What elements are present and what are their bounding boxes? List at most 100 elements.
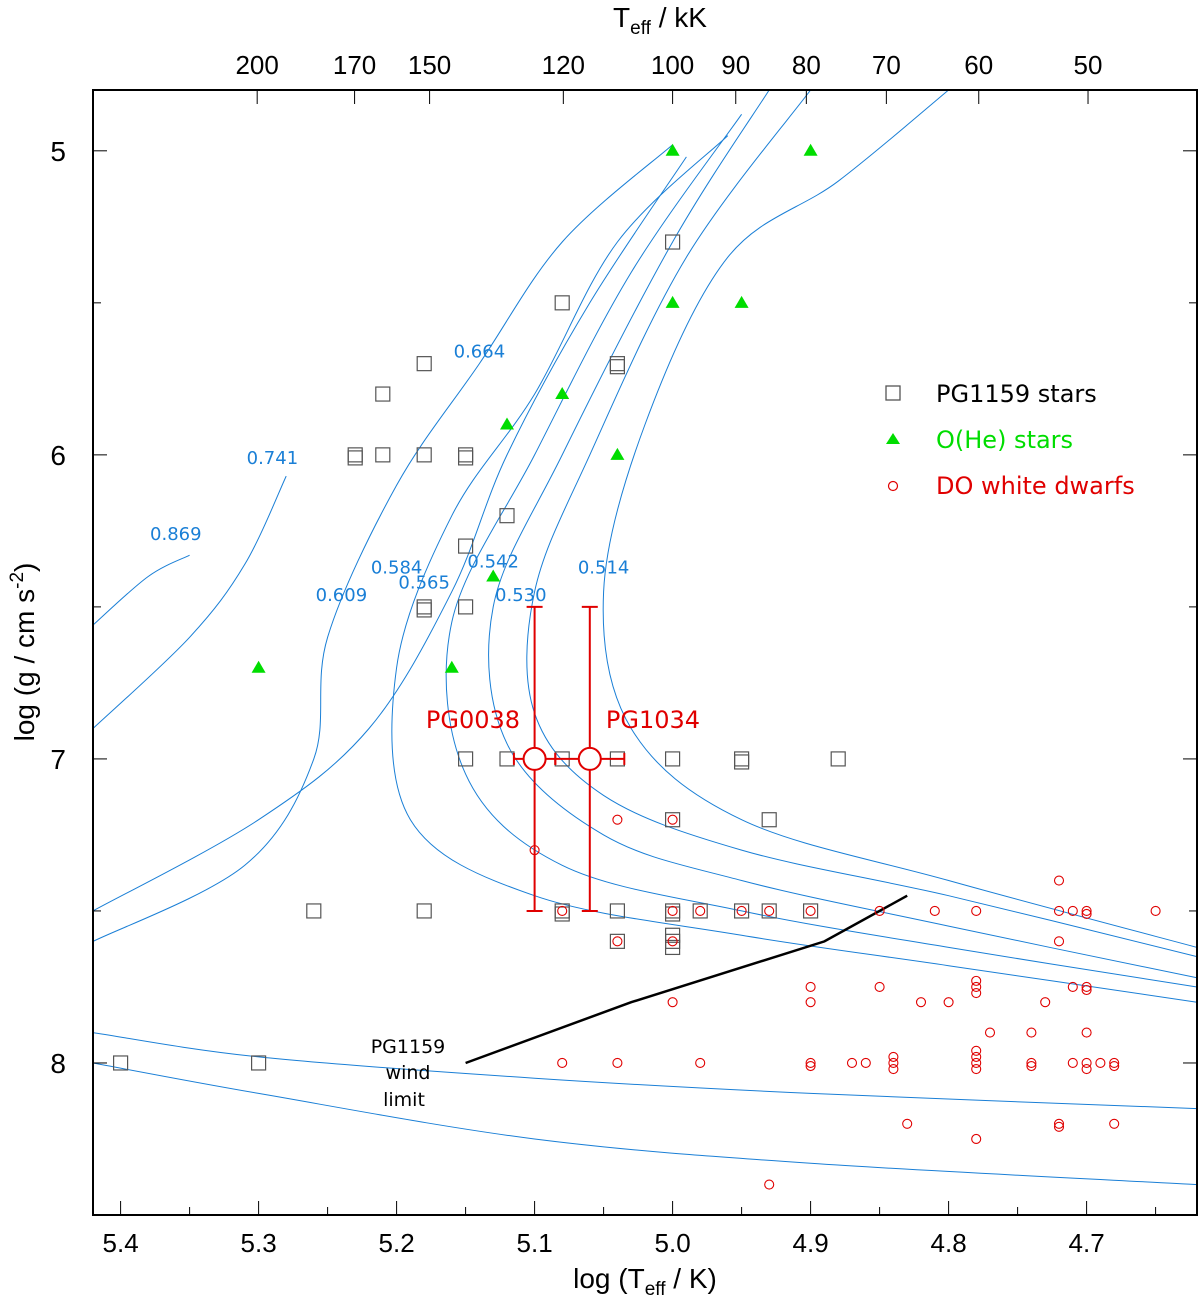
pg1159-point-23	[664, 751, 681, 767]
track-label-8: 0.514	[578, 557, 630, 578]
do-point-48	[971, 1051, 982, 1062]
do-point-33	[1040, 997, 1051, 1008]
do-point-41	[805, 1060, 816, 1072]
pg1159-point-19	[458, 751, 474, 767]
pg1159-point-27	[664, 812, 681, 828]
do-point-35	[1026, 1027, 1037, 1038]
do-point-19	[667, 936, 678, 947]
do-point-60	[971, 1133, 982, 1145]
do-point-46	[888, 1064, 899, 1075]
track-label-6: 0.542	[467, 551, 519, 572]
x-tick-label-4: 5.0	[655, 1228, 691, 1258]
do-point-44	[888, 1057, 899, 1069]
top-tick-label-6: 80	[792, 50, 821, 80]
x-axis-label-tail: / K)	[666, 1263, 717, 1294]
do-point-34	[984, 1027, 996, 1038]
pg1159-point-14	[499, 508, 515, 524]
ohe-point-6	[610, 447, 625, 460]
do-point-43	[860, 1057, 871, 1069]
axis-ticks: 5.4 5.3 5.2 5.1 5.0 4.9 4.8 4.7 200 170 150 120 100 9…	[50, 50, 1197, 1258]
top-tick-label-5: 90	[721, 50, 750, 80]
top-axis-label: Teff / kK	[613, 2, 707, 39]
legend-marker-pg1159	[885, 385, 901, 401]
wind-limit-label-line1: PG1159	[371, 1036, 446, 1058]
do-point-2	[667, 814, 678, 825]
do-point-8	[805, 905, 816, 916]
pg1159-point-0	[112, 1055, 129, 1071]
track-label-2: 0.664	[454, 342, 506, 363]
legend-marker-do	[887, 480, 899, 492]
ohe-point-9	[444, 660, 459, 673]
legend-label-do: DO white dwarfs	[936, 472, 1135, 500]
ohe-point-4	[555, 387, 570, 400]
do-point-42	[846, 1057, 858, 1069]
pg1159-point-8	[347, 447, 363, 463]
plot-frame	[92, 89, 1198, 1216]
do-point-40	[805, 1057, 816, 1069]
do-point-24	[971, 975, 982, 986]
top-tick-label-2: 150	[408, 50, 451, 80]
wind-limit-polyline	[465, 894, 908, 1065]
legend-label-pg1159: PG1159 stars	[936, 380, 1097, 408]
pg1159-point-1	[251, 1055, 267, 1071]
pg1159-point-30	[416, 903, 432, 919]
do-point-59	[902, 1118, 913, 1129]
pg1159-point-4	[609, 356, 626, 372]
track-line-7	[526, 90, 1197, 958]
track-line-5	[445, 114, 1197, 988]
do-point-9	[874, 905, 885, 916]
pg1159-point-25	[733, 754, 750, 770]
y-tick-label-1: 6	[50, 440, 66, 471]
do-point-10	[929, 905, 940, 916]
y-tick-label-2: 7	[50, 744, 66, 775]
pg1159-point-40	[609, 933, 626, 949]
top-axis-label-main: T	[613, 2, 630, 33]
evolutionary-tracks	[93, 90, 1197, 1186]
pg1159-point-26	[830, 751, 846, 767]
pg1159-point-7	[375, 386, 391, 402]
do-point-3	[557, 905, 568, 916]
x-tick-label-6: 4.8	[931, 1228, 967, 1258]
legend: PG1159 stars O(He) stars DO white dwarfs	[885, 380, 1135, 500]
x-tick-label-1: 5.3	[241, 1228, 277, 1258]
ohe-point-5	[500, 417, 514, 430]
track-label-1: 0.741	[247, 448, 299, 469]
pg1159-point-28	[761, 812, 777, 828]
do-point-38	[612, 1057, 623, 1069]
do-point-27	[1081, 981, 1092, 993]
do-point-51	[1026, 1057, 1037, 1069]
ohe-points	[251, 143, 818, 673]
do-point-47	[971, 1057, 982, 1069]
do-point-64	[764, 1179, 775, 1190]
x-tick-label-0: 5.4	[103, 1228, 139, 1258]
pg1159-point-16	[416, 599, 432, 615]
top-tick-label-9: 50	[1074, 50, 1103, 80]
track-line-9	[93, 1032, 1197, 1110]
legend-marker-ohe	[886, 433, 900, 444]
y-axis-label-tail: )	[9, 563, 40, 572]
do-point-20	[1053, 936, 1065, 947]
do-point-36	[1081, 1027, 1092, 1038]
do-point-37	[557, 1057, 568, 1069]
do-point-50	[971, 1064, 982, 1075]
do-point-26	[1067, 981, 1078, 993]
wind-limit-line	[465, 894, 908, 1065]
track-line-8	[602, 90, 1197, 948]
x-tick-label-7: 4.7	[1069, 1228, 1105, 1258]
x-axis-label-main: log (T	[573, 1263, 645, 1294]
pg1159-point-24	[733, 751, 750, 767]
pg1159-point-11	[416, 447, 432, 463]
top-tick-label-8: 60	[964, 50, 993, 80]
errorbar-points	[512, 605, 626, 912]
ohe-point-8	[251, 660, 266, 673]
pg1159-point-37	[733, 903, 750, 919]
do-point-13	[1067, 905, 1078, 916]
pg1159-points	[112, 234, 846, 1071]
track-line-10	[93, 1062, 1197, 1186]
pg1159-point-33	[609, 903, 626, 919]
do-point-53	[1067, 1057, 1078, 1069]
wind-limit-label-line2: wind	[386, 1062, 431, 1084]
do-point-57	[1109, 1057, 1120, 1069]
pg1159-point-43	[664, 939, 681, 956]
